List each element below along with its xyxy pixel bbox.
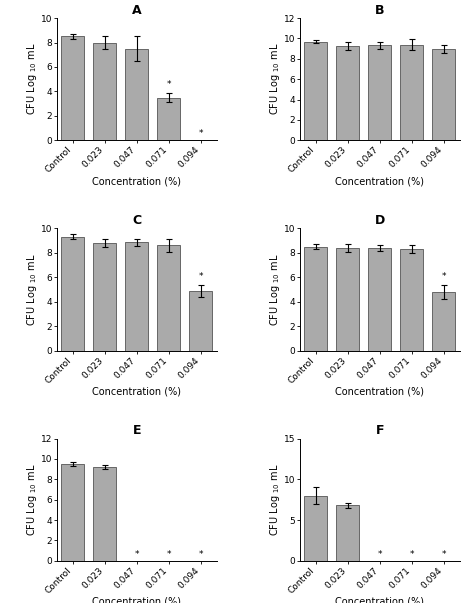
Bar — [93, 467, 116, 561]
Bar — [189, 291, 212, 350]
Bar — [61, 464, 84, 561]
Bar — [125, 242, 148, 350]
Bar — [432, 292, 456, 350]
X-axis label: Concentration (%): Concentration (%) — [92, 176, 182, 186]
Y-axis label: CFU Log $_{10}$ mL: CFU Log $_{10}$ mL — [25, 253, 39, 326]
X-axis label: Concentration (%): Concentration (%) — [335, 176, 424, 186]
Text: *: * — [166, 80, 171, 89]
Bar — [93, 243, 116, 350]
X-axis label: Concentration (%): Concentration (%) — [92, 387, 182, 396]
Title: F: F — [375, 425, 384, 437]
Text: *: * — [166, 550, 171, 559]
Text: *: * — [199, 550, 203, 559]
Title: D: D — [375, 214, 385, 227]
Y-axis label: CFU Log $_{10}$ mL: CFU Log $_{10}$ mL — [268, 464, 282, 536]
X-axis label: Concentration (%): Concentration (%) — [92, 596, 182, 603]
X-axis label: Concentration (%): Concentration (%) — [335, 387, 424, 396]
Text: *: * — [442, 550, 446, 559]
Text: *: * — [135, 550, 139, 559]
Title: B: B — [375, 4, 384, 17]
Bar — [125, 49, 148, 140]
Bar — [304, 42, 328, 140]
Bar — [337, 505, 359, 561]
Title: C: C — [132, 214, 141, 227]
Bar — [337, 46, 359, 140]
Bar — [304, 247, 328, 350]
Bar — [368, 45, 392, 140]
Bar — [61, 237, 84, 350]
Text: *: * — [199, 130, 203, 139]
Text: *: * — [199, 272, 203, 281]
Bar — [337, 248, 359, 350]
Bar — [401, 45, 423, 140]
Text: *: * — [442, 272, 446, 281]
Y-axis label: CFU Log $_{10}$ mL: CFU Log $_{10}$ mL — [268, 253, 282, 326]
Text: *: * — [378, 550, 382, 559]
Bar — [61, 36, 84, 140]
Title: A: A — [132, 4, 142, 17]
Y-axis label: CFU Log $_{10}$ mL: CFU Log $_{10}$ mL — [25, 43, 39, 115]
Text: *: * — [410, 550, 414, 559]
Bar — [401, 249, 423, 350]
X-axis label: Concentration (%): Concentration (%) — [335, 596, 424, 603]
Y-axis label: CFU Log $_{10}$ mL: CFU Log $_{10}$ mL — [268, 43, 282, 115]
Bar — [157, 245, 180, 350]
Bar — [157, 98, 180, 140]
Title: E: E — [133, 425, 141, 437]
Bar — [304, 496, 328, 561]
Y-axis label: CFU Log $_{10}$ mL: CFU Log $_{10}$ mL — [25, 464, 39, 536]
Bar — [368, 248, 392, 350]
Bar — [432, 49, 456, 140]
Bar — [93, 43, 116, 140]
